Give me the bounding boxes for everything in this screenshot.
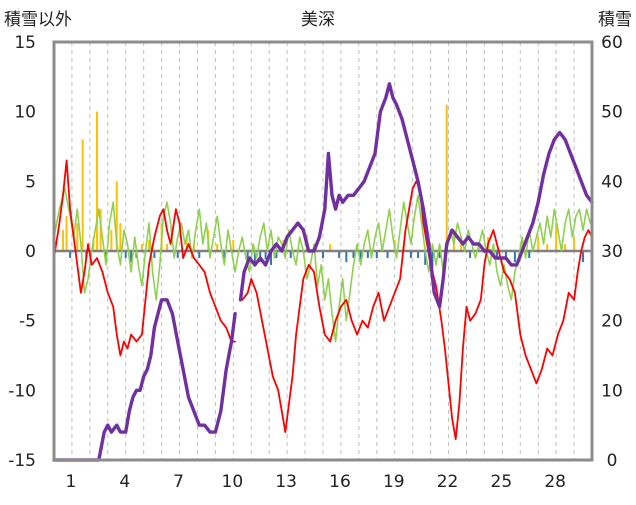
right-tick-10: 10 bbox=[601, 381, 623, 401]
precip-bar-42 bbox=[345, 251, 348, 263]
precip-bar-41 bbox=[338, 251, 341, 258]
precip-bar-18 bbox=[153, 251, 156, 258]
precip-bar-32 bbox=[264, 251, 267, 260]
precip-bar-53 bbox=[431, 251, 434, 268]
precip-bar-20 bbox=[165, 244, 168, 251]
precip-bar-66 bbox=[537, 237, 540, 251]
precip-bar-68 bbox=[555, 223, 558, 251]
precip-bar-26 bbox=[216, 244, 219, 251]
precip-bar-27 bbox=[223, 251, 226, 258]
left-tick--5: -5 bbox=[19, 312, 36, 332]
precip-bar-40 bbox=[329, 244, 332, 251]
precip-bar-46 bbox=[375, 251, 378, 258]
precip-bar-16 bbox=[140, 244, 143, 251]
precip-bar-50 bbox=[409, 251, 412, 258]
precip-bar-36 bbox=[289, 251, 292, 258]
chart-title: 美深 bbox=[301, 10, 335, 30]
precip-bar-71 bbox=[582, 251, 585, 263]
x-tick-19: 19 bbox=[383, 472, 405, 492]
left-tick-labels: 15 10 5 0 -5 -10 -15 bbox=[8, 33, 36, 471]
precip-bar-24 bbox=[198, 251, 201, 258]
x-tick-28: 28 bbox=[544, 472, 566, 492]
precip-bar-61 bbox=[495, 251, 498, 260]
right-axis-label: 積雪 bbox=[598, 10, 632, 30]
temperature-line-0 bbox=[53, 159, 236, 357]
left-tick-10: 10 bbox=[14, 103, 36, 123]
precip-bars bbox=[61, 104, 585, 268]
right-tick-20: 20 bbox=[601, 312, 623, 332]
right-tick-30: 30 bbox=[601, 242, 623, 262]
precip-bar-2 bbox=[69, 251, 72, 258]
x-tick-16: 16 bbox=[329, 472, 351, 492]
left-tick-0: 0 bbox=[25, 242, 36, 262]
precip-bar-54 bbox=[438, 251, 441, 258]
precip-bar-69 bbox=[564, 244, 567, 251]
precip-bar-9 bbox=[105, 251, 108, 258]
right-tick-40: 40 bbox=[601, 172, 623, 192]
x-tick-4: 4 bbox=[119, 472, 130, 492]
x-tick-1: 1 bbox=[66, 472, 77, 492]
series-lines bbox=[52, 82, 594, 462]
plot-frame bbox=[52, 40, 594, 462]
precip-bar-13 bbox=[124, 251, 127, 258]
left-tick--15: -15 bbox=[8, 451, 36, 471]
precip-bar-10 bbox=[110, 230, 113, 251]
left-tick--10: -10 bbox=[8, 381, 36, 401]
precip-bar-51 bbox=[417, 251, 420, 258]
precip-bar-45 bbox=[366, 251, 369, 258]
precip-bar-11 bbox=[115, 181, 118, 251]
right-tick-50: 50 bbox=[601, 103, 623, 123]
x-tick-13: 13 bbox=[275, 472, 297, 492]
x-tick-7: 7 bbox=[173, 472, 184, 492]
x-tick-25: 25 bbox=[491, 472, 513, 492]
right-tick-0: 0 bbox=[607, 451, 618, 471]
left-tick-5: 5 bbox=[25, 172, 36, 192]
precip-bar-28 bbox=[232, 239, 235, 251]
x-tick-22: 22 bbox=[437, 472, 459, 492]
precip-bar-4 bbox=[81, 139, 84, 251]
precip-bar-59 bbox=[478, 244, 481, 251]
precip-bar-57 bbox=[460, 244, 463, 251]
left-tick-15: 15 bbox=[14, 33, 36, 53]
precip-bar-0 bbox=[61, 230, 64, 251]
precip-bar-65 bbox=[528, 251, 531, 258]
precip-bar-12 bbox=[119, 223, 122, 251]
precip-bar-55 bbox=[445, 104, 448, 251]
precip-bar-58 bbox=[469, 251, 472, 258]
precip-bar-21 bbox=[176, 251, 179, 258]
precip-bar-47 bbox=[386, 251, 389, 258]
precip-bar-70 bbox=[573, 237, 576, 251]
precip-bar-33 bbox=[269, 251, 272, 265]
snow-depth-line-3 bbox=[52, 298, 237, 462]
precip-bar-22 bbox=[185, 237, 188, 251]
precip-bar-17 bbox=[148, 239, 151, 251]
precip-bar-1 bbox=[65, 216, 68, 251]
precip-bar-62 bbox=[504, 251, 507, 258]
precip-bar-3 bbox=[76, 223, 79, 251]
precip-bar-39 bbox=[322, 251, 324, 258]
precip-bar-14 bbox=[130, 251, 133, 263]
precip-bar-29 bbox=[246, 251, 249, 260]
snow-depth-line-4 bbox=[238, 82, 594, 309]
precip-bar-67 bbox=[546, 244, 549, 251]
temperature-line-1 bbox=[241, 180, 593, 440]
x-tick-labels: 1 4 7 10 13 16 19 22 25 28 bbox=[66, 472, 566, 492]
wind-line-2 bbox=[53, 187, 593, 343]
right-tick-60: 60 bbox=[601, 33, 623, 53]
precip-bar-43 bbox=[352, 251, 355, 258]
precip-bar-30 bbox=[253, 251, 256, 265]
precip-bar-63 bbox=[513, 251, 516, 263]
precip-bar-8 bbox=[99, 209, 102, 251]
x-tick-10: 10 bbox=[222, 472, 244, 492]
precip-bar-34 bbox=[275, 251, 278, 258]
right-tick-labels: 60 50 40 30 20 10 0 bbox=[601, 33, 623, 471]
precip-bar-64 bbox=[521, 239, 524, 251]
left-axis-label: 積雪以外 bbox=[4, 10, 72, 30]
precip-bar-52 bbox=[424, 251, 427, 265]
precip-bar-44 bbox=[359, 251, 362, 260]
precip-bar-7 bbox=[96, 111, 99, 252]
